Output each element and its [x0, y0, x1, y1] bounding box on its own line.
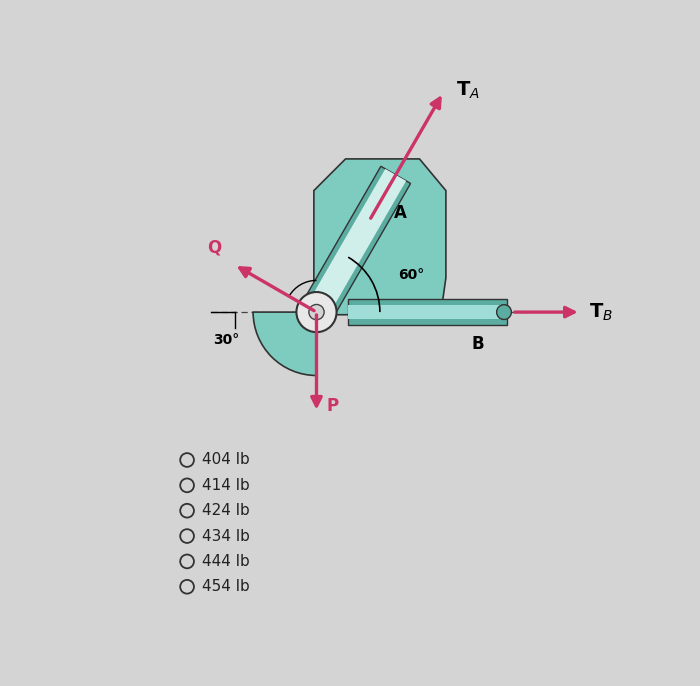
- Polygon shape: [348, 299, 507, 324]
- Text: 30°: 30°: [214, 333, 239, 347]
- Text: A: A: [394, 204, 407, 222]
- Polygon shape: [348, 305, 501, 320]
- Polygon shape: [314, 159, 446, 315]
- Circle shape: [296, 292, 337, 332]
- Text: P: P: [326, 397, 338, 414]
- Text: 434 lb: 434 lb: [202, 528, 250, 543]
- Wedge shape: [253, 312, 316, 375]
- Text: 60°: 60°: [398, 268, 425, 282]
- Text: 444 lb: 444 lb: [202, 554, 250, 569]
- Text: Q: Q: [206, 239, 221, 257]
- Text: 404 lb: 404 lb: [202, 453, 250, 467]
- Text: 414 lb: 414 lb: [202, 478, 250, 493]
- Polygon shape: [306, 169, 406, 318]
- Circle shape: [309, 305, 324, 320]
- Text: B: B: [471, 335, 484, 353]
- Text: $\mathbf{T}_{A}$: $\mathbf{T}_{A}$: [456, 79, 480, 101]
- Text: $\mathbf{T}_{B}$: $\mathbf{T}_{B}$: [589, 301, 612, 322]
- Text: 424 lb: 424 lb: [202, 504, 250, 518]
- Circle shape: [496, 305, 512, 320]
- Polygon shape: [302, 166, 411, 320]
- Text: 454 lb: 454 lb: [202, 579, 250, 594]
